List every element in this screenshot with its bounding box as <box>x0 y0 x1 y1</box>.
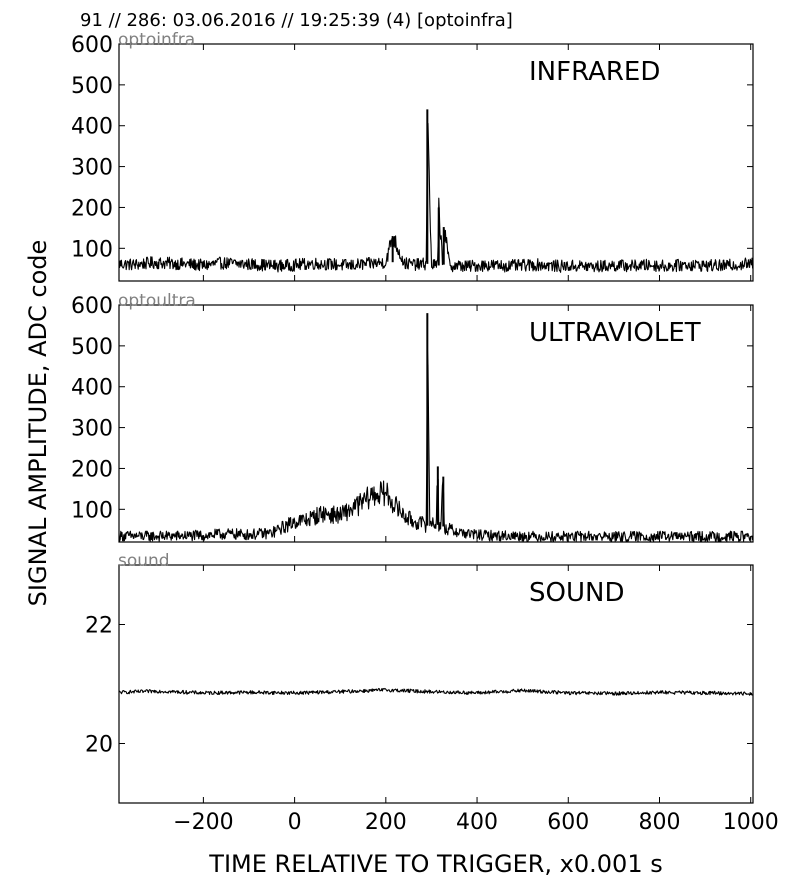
panel-source-tag: optoinfra <box>118 30 195 50</box>
figure-header: 91 // 286: 03.06.2016 // 19:25:39 (4) [o… <box>80 10 513 31</box>
x-tick-label: 600 <box>547 810 589 835</box>
y-tick-label: 400 <box>71 115 113 140</box>
y-tick-label: 500 <box>71 335 113 360</box>
panel-frame <box>118 43 754 282</box>
series-line-optoinfra <box>119 122 753 273</box>
y-axis-label: SIGNAL AMPLITUDE, ADC code <box>24 240 52 607</box>
y-tick-label: 400 <box>71 376 113 401</box>
panel-source-tag: sound <box>118 551 170 571</box>
series-line-sound <box>119 687 753 696</box>
y-tick-label: 300 <box>71 417 113 442</box>
x-tick-label: 400 <box>456 810 498 835</box>
panel-frame <box>118 304 754 543</box>
panel-frame <box>118 564 754 804</box>
y-tick-label: 200 <box>71 196 113 221</box>
y-tick-label: 100 <box>71 237 113 262</box>
y-tick-label: 600 <box>71 294 113 319</box>
panel-title: INFRARED <box>529 57 660 87</box>
y-tick-label: 500 <box>71 74 113 99</box>
y-tick-label: 20 <box>85 733 113 758</box>
y-tick-label: 300 <box>71 156 113 181</box>
panel-source-tag: optoultra <box>118 291 196 311</box>
x-tick-label: 800 <box>638 810 680 835</box>
panel-title: SOUND <box>529 578 624 608</box>
y-tick-label: 22 <box>85 614 113 639</box>
panel-sound: 20 22 −200 0 200 400 600 800 1000 sound SOUND <box>85 551 779 835</box>
panel-optoinfra: 100 200 300 400 500 600 optoinfra INFRARED <box>71 30 754 282</box>
panel-optoultra: 100 200 300 400 500 600 optoultra ULTRAVIOLET <box>71 291 754 543</box>
y-tick-label: 100 <box>71 498 113 523</box>
x-tick-label: 200 <box>365 810 407 835</box>
x-axis-label: TIME RELATIVE TO TRIGGER, x0.001 s <box>208 850 662 878</box>
series-line-optoultra <box>119 348 753 542</box>
x-tick-label: −200 <box>173 810 233 835</box>
y-tick-label: 200 <box>71 457 113 482</box>
panel-title: ULTRAVIOLET <box>529 318 701 348</box>
y-tick-label: 600 <box>71 33 113 58</box>
x-tick-label: 0 <box>288 810 302 835</box>
x-tick-label: 1000 <box>723 810 779 835</box>
